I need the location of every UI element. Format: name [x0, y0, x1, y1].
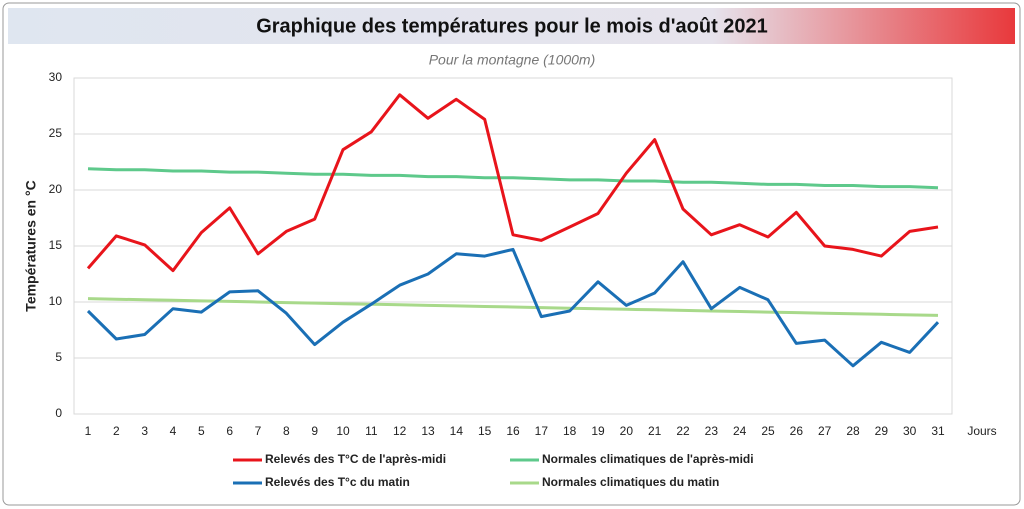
x-tick-label: 22	[676, 424, 690, 438]
y-tick-label: 10	[49, 294, 63, 308]
series-line	[87, 297, 939, 317]
legend-label: Relevés des T°c du matin	[265, 475, 410, 489]
x-tick-label: 31	[931, 424, 945, 438]
y-tick-label: 5	[55, 350, 62, 364]
x-tick-label: 20	[620, 424, 634, 438]
x-tick-label: 11	[365, 424, 378, 438]
y-tick-label: 15	[49, 238, 63, 252]
x-tick-label: 5	[198, 424, 205, 438]
x-tick-label: 10	[336, 424, 350, 438]
title-banner	[8, 8, 1015, 44]
x-tick-label: 23	[705, 424, 719, 438]
series-line	[87, 167, 939, 190]
chart-title: Graphique des températures pour le mois …	[256, 15, 768, 37]
x-tick-label: 9	[311, 424, 318, 438]
legend-label: Normales climatiques de l'après-midi	[542, 452, 754, 466]
series-line	[86, 247, 940, 368]
x-tick-label: 25	[761, 424, 775, 438]
x-tick-label: 16	[506, 424, 520, 438]
y-tick-label: 0	[55, 406, 62, 420]
x-tick-label: 13	[421, 424, 435, 438]
x-tick-label: 30	[903, 424, 917, 438]
x-tick-label: 28	[846, 424, 860, 438]
x-tick-label: 7	[255, 424, 262, 438]
x-tick-label: 19	[591, 424, 605, 438]
legend: Relevés des T°C de l'après-midi Normales …	[233, 452, 754, 489]
x-tick-label: 8	[283, 424, 290, 438]
y-tick-label: 20	[49, 182, 63, 196]
x-tick-label: 17	[535, 424, 549, 438]
x-tick-label: 6	[226, 424, 233, 438]
x-tick-label: 26	[790, 424, 804, 438]
x-tick-label: 4	[170, 424, 177, 438]
legend-label: Normales climatiques du matin	[542, 475, 719, 489]
x-tick-label: 12	[393, 424, 407, 438]
x-tick-label: 29	[875, 424, 889, 438]
series-line	[86, 93, 939, 273]
x-tick-label: 3	[141, 424, 148, 438]
x-tick-label: 21	[648, 424, 662, 438]
x-axis-label: Jours	[967, 424, 996, 438]
x-tick-label: 14	[450, 424, 464, 438]
x-tick-label: 27	[818, 424, 832, 438]
subtitle: Pour la montagne (1000m)	[429, 52, 596, 68]
x-tick-label: 18	[563, 424, 577, 438]
y-tick-label: 30	[49, 70, 63, 84]
y-tick-label: 25	[49, 126, 63, 140]
y-axis-label: Températures en °C	[23, 180, 39, 311]
x-tick-label: 15	[478, 424, 492, 438]
x-tick-label: 24	[733, 424, 747, 438]
legend-label: Relevés des T°C de l'après-midi	[265, 452, 446, 466]
x-tick-label: 1	[85, 424, 92, 438]
x-tick-label: 2	[113, 424, 120, 438]
